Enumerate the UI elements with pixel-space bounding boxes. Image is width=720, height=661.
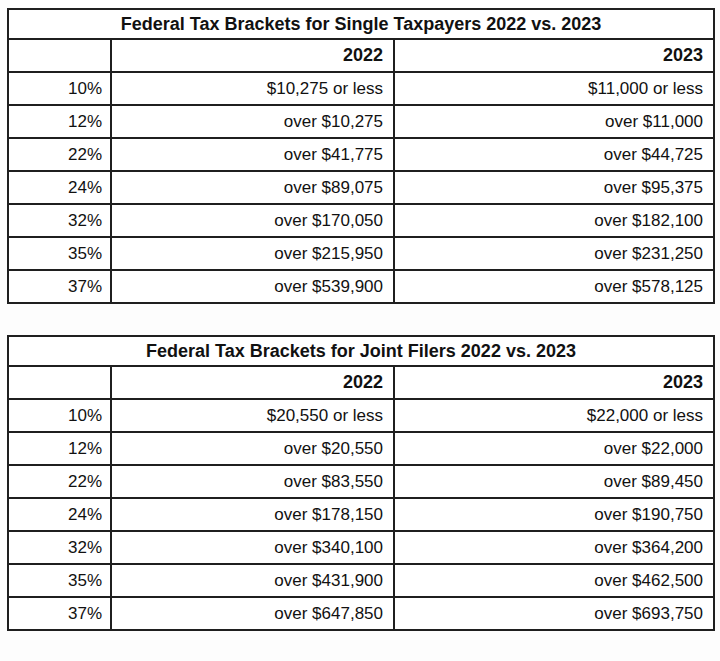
value-cell-2023: over $364,200 [394,531,714,564]
table-gap [7,304,713,335]
value-cell-2022: over $89,075 [111,171,394,204]
value-cell-2023: over $11,000 [394,105,714,138]
table-row: 22% over $83,550 over $89,450 [8,465,714,498]
table-row: 12% over $10,275 over $11,000 [8,105,714,138]
rate-cell: 24% [8,171,111,204]
table-row: 37% over $539,900 over $578,125 [8,270,714,303]
rate-cell: 10% [8,399,111,432]
table-row: 35% over $215,950 over $231,250 [8,237,714,270]
value-cell-2023: over $190,750 [394,498,714,531]
value-cell-2022: $20,550 or less [111,399,394,432]
column-header-2022: 2022 [111,366,394,399]
rate-cell: 12% [8,432,111,465]
table-row: 37% over $647,850 over $693,750 [8,597,714,630]
table-title-row: Federal Tax Brackets for Joint Filers 20… [8,336,714,366]
table-row: 24% over $178,150 over $190,750 [8,498,714,531]
rate-cell: 10% [8,72,111,105]
table-row: 10% $10,275 or less $11,000 or less [8,72,714,105]
value-cell-2022: over $340,100 [111,531,394,564]
value-cell-2023: over $182,100 [394,204,714,237]
value-cell-2022: over $431,900 [111,564,394,597]
rate-cell: 32% [8,531,111,564]
table-row: 32% over $170,050 over $182,100 [8,204,714,237]
table-row: 32% over $340,100 over $364,200 [8,531,714,564]
page: Federal Tax Brackets for Single Taxpayer… [0,0,720,631]
value-cell-2022: over $170,050 [111,204,394,237]
value-cell-2022: over $539,900 [111,270,394,303]
value-cell-2022: over $41,775 [111,138,394,171]
rate-cell: 37% [8,597,111,630]
column-header-2022: 2022 [111,39,394,72]
column-header-2023: 2023 [394,39,714,72]
value-cell-2022: over $215,950 [111,237,394,270]
value-cell-2023: over $22,000 [394,432,714,465]
value-cell-2022: over $10,275 [111,105,394,138]
table-row: 35% over $431,900 over $462,500 [8,564,714,597]
column-header-2023: 2023 [394,366,714,399]
table-title-row: Federal Tax Brackets for Single Taxpayer… [8,9,714,39]
value-cell-2023: over $89,450 [394,465,714,498]
column-header-blank [8,39,111,72]
rate-cell: 37% [8,270,111,303]
value-cell-2022: $10,275 or less [111,72,394,105]
value-cell-2023: over $44,725 [394,138,714,171]
column-header-blank [8,366,111,399]
tax-table-single: Federal Tax Brackets for Single Taxpayer… [7,8,715,304]
value-cell-2023: over $95,375 [394,171,714,204]
table-row: 22% over $41,775 over $44,725 [8,138,714,171]
tax-table-joint: Federal Tax Brackets for Joint Filers 20… [7,335,715,631]
value-cell-2023: $11,000 or less [394,72,714,105]
value-cell-2022: over $20,550 [111,432,394,465]
value-cell-2022: over $647,850 [111,597,394,630]
table-row: 12% over $20,550 over $22,000 [8,432,714,465]
table-title: Federal Tax Brackets for Single Taxpayer… [8,9,714,39]
value-cell-2022: over $83,550 [111,465,394,498]
value-cell-2023: $22,000 or less [394,399,714,432]
rate-cell: 32% [8,204,111,237]
value-cell-2022: over $178,150 [111,498,394,531]
rate-cell: 12% [8,105,111,138]
rate-cell: 24% [8,498,111,531]
rate-cell: 22% [8,138,111,171]
value-cell-2023: over $231,250 [394,237,714,270]
rate-cell: 35% [8,564,111,597]
rate-cell: 22% [8,465,111,498]
table-row: 24% over $89,075 over $95,375 [8,171,714,204]
table-title: Federal Tax Brackets for Joint Filers 20… [8,336,714,366]
value-cell-2023: over $462,500 [394,564,714,597]
table-header-row: 2022 2023 [8,39,714,72]
rate-cell: 35% [8,237,111,270]
table-header-row: 2022 2023 [8,366,714,399]
value-cell-2023: over $578,125 [394,270,714,303]
value-cell-2023: over $693,750 [394,597,714,630]
table-row: 10% $20,550 or less $22,000 or less [8,399,714,432]
